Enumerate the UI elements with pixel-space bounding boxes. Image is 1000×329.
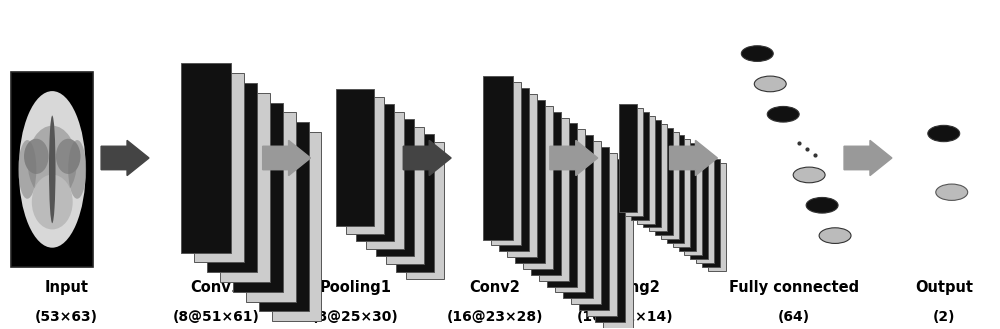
Text: Pooling1: Pooling1 (319, 280, 391, 295)
Text: (8@25×30): (8@25×30) (312, 310, 399, 324)
Bar (631, 112, 649, 220)
Text: (8@51×61): (8@51×61) (172, 310, 259, 324)
Bar (259, 122, 309, 311)
Ellipse shape (767, 107, 799, 122)
Text: Conv2: Conv2 (470, 280, 520, 295)
Text: (53×63): (53×63) (35, 310, 98, 324)
Bar (673, 139, 690, 247)
Bar (523, 106, 553, 269)
FancyArrow shape (670, 140, 717, 176)
Bar (181, 63, 231, 253)
Text: (64): (64) (778, 310, 810, 324)
FancyArrow shape (550, 140, 598, 176)
FancyArrow shape (403, 140, 451, 176)
Ellipse shape (49, 115, 56, 223)
Ellipse shape (68, 140, 86, 199)
Bar (643, 120, 661, 227)
Bar (661, 132, 679, 239)
Bar (194, 73, 244, 262)
Bar (499, 88, 529, 251)
Text: Fully connected: Fully connected (729, 280, 859, 295)
Bar (515, 100, 545, 263)
FancyArrow shape (101, 140, 149, 176)
Ellipse shape (19, 91, 86, 248)
Bar (246, 112, 296, 301)
Bar (667, 136, 684, 243)
Ellipse shape (28, 126, 77, 200)
Bar (366, 112, 404, 249)
Ellipse shape (793, 167, 825, 183)
Bar (406, 142, 444, 279)
Bar (336, 89, 374, 226)
Bar (531, 112, 561, 275)
Bar (491, 82, 521, 245)
Bar (356, 105, 394, 241)
Text: Input: Input (44, 280, 88, 295)
Bar (233, 103, 283, 292)
Ellipse shape (32, 175, 73, 229)
Bar (11, 71, 93, 267)
Bar (346, 97, 384, 234)
Bar (563, 135, 593, 298)
Text: (2): (2) (933, 310, 955, 324)
Text: (16@23×28): (16@23×28) (447, 310, 543, 324)
Ellipse shape (24, 139, 49, 174)
Bar (579, 147, 609, 310)
Text: Pooling2: Pooling2 (589, 280, 661, 295)
Bar (547, 123, 577, 287)
FancyArrow shape (844, 140, 892, 176)
Bar (649, 124, 667, 231)
Bar (376, 119, 414, 257)
Bar (655, 128, 673, 235)
Bar (507, 94, 537, 257)
Bar (702, 159, 720, 266)
Bar (690, 151, 708, 259)
Bar (625, 108, 643, 216)
Bar (679, 143, 696, 251)
Bar (637, 116, 655, 223)
Ellipse shape (741, 46, 773, 62)
Ellipse shape (819, 228, 851, 243)
Bar (696, 155, 714, 263)
Ellipse shape (56, 139, 80, 174)
Bar (571, 141, 601, 304)
Ellipse shape (936, 184, 968, 200)
Ellipse shape (754, 76, 786, 92)
Bar (555, 129, 585, 292)
Ellipse shape (928, 125, 960, 142)
Bar (603, 164, 633, 328)
Bar (396, 135, 434, 271)
Bar (539, 117, 569, 281)
Bar (619, 104, 637, 212)
Text: Conv1: Conv1 (190, 280, 241, 295)
Bar (595, 159, 625, 322)
Bar (207, 83, 257, 272)
Text: (16@11×14): (16@11×14) (576, 310, 673, 324)
Ellipse shape (18, 140, 36, 199)
Text: Output: Output (915, 280, 973, 295)
Bar (708, 163, 726, 270)
FancyArrow shape (263, 140, 311, 176)
Bar (220, 93, 270, 282)
Ellipse shape (806, 197, 838, 213)
Bar (386, 127, 424, 264)
Bar (483, 76, 513, 240)
Bar (272, 132, 321, 321)
Bar (587, 153, 617, 316)
Bar (684, 147, 702, 255)
